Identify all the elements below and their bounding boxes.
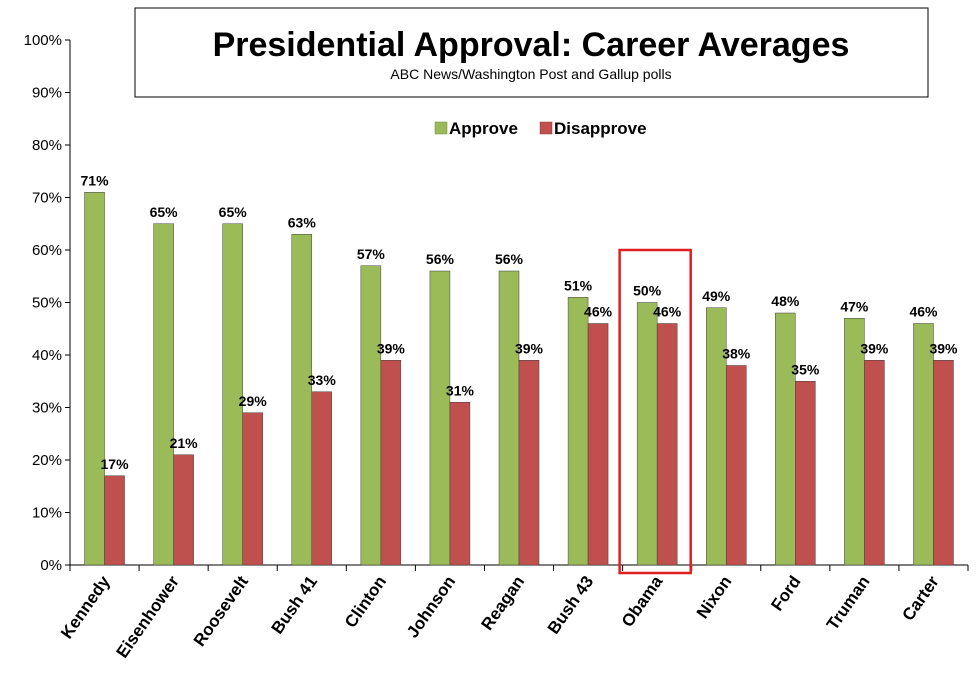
y-tick-label: 10% <box>32 505 62 522</box>
bar-disapprove <box>795 381 816 566</box>
data-label-disapprove: 33% <box>308 372 337 388</box>
x-tick-label: Ford <box>767 572 804 614</box>
legend-swatch-approve <box>434 121 448 135</box>
bar-approve <box>153 223 174 566</box>
x-tick-label: Clinton <box>341 572 390 631</box>
y-tick-label: 60% <box>32 242 62 259</box>
bar-approve <box>222 223 243 566</box>
data-label-disapprove: 46% <box>653 304 682 320</box>
bar-approve <box>498 270 520 566</box>
bar-approve <box>84 192 105 566</box>
data-labels-layer: 71% 17% 65% 21% 65% 29% 63% 33% 57% 39% 56% 31% 56% 3… <box>81 172 958 472</box>
data-label-approve: 71% <box>81 172 110 188</box>
bar-disapprove <box>933 360 954 566</box>
data-label-approve: 63% <box>288 214 317 230</box>
y-tick-label: 80% <box>32 137 62 154</box>
y-tick-label: 100% <box>24 32 62 49</box>
data-label-approve: 47% <box>840 298 869 314</box>
x-tick-label: Reagan <box>477 572 528 633</box>
data-label-disapprove: 21% <box>170 435 199 451</box>
x-tick-label: Roosevelt <box>190 572 252 650</box>
data-label-approve: 56% <box>426 251 455 267</box>
title-box: Presidential Approval: Career Averages A… <box>134 7 929 98</box>
data-label-disapprove: 29% <box>239 393 268 409</box>
y-tick-label: 0% <box>40 557 62 574</box>
title-box-frame <box>134 7 929 98</box>
bar-approve <box>429 270 451 566</box>
data-label-approve: 51% <box>564 277 593 293</box>
legend-swatch-disapprove <box>539 121 553 135</box>
data-label-approve: 46% <box>909 304 938 320</box>
bar-approve <box>360 265 382 566</box>
x-tick-label: Obama <box>618 572 667 631</box>
legend-label-disapprove: Disapprove <box>554 119 647 138</box>
data-label-approve: 65% <box>219 204 248 220</box>
y-tick-label: 90% <box>32 85 62 102</box>
data-label-approve: 57% <box>357 246 386 262</box>
bar-disapprove <box>311 391 333 566</box>
data-label-approve: 65% <box>150 204 179 220</box>
data-label-disapprove: 35% <box>791 361 820 377</box>
bar-disapprove <box>104 475 125 566</box>
data-label-approve: 56% <box>495 251 524 267</box>
x-tick-label: Johnson <box>403 572 459 641</box>
data-label-approve: 50% <box>633 283 662 299</box>
x-tick-label: Nixon <box>693 572 736 622</box>
highlight-box <box>618 248 692 575</box>
chart-subtitle: ABC News/Washington Post and Gallup poll… <box>390 66 671 82</box>
bar-approve <box>775 312 796 566</box>
bar-disapprove <box>725 365 747 566</box>
x-tick-label: Carter <box>898 572 943 624</box>
x-tick-label: Truman <box>823 572 874 633</box>
x-tick-label: Eisenhower <box>113 572 184 661</box>
x-tick-label: Bush 43 <box>544 572 598 637</box>
chart-title: Presidential Approval: Career Averages <box>213 26 850 64</box>
bar-disapprove <box>449 402 471 566</box>
data-label-disapprove: 31% <box>446 382 475 398</box>
bar-disapprove <box>173 454 194 566</box>
bar-disapprove <box>380 360 402 566</box>
y-tick-label: 20% <box>32 452 62 469</box>
data-label-disapprove: 39% <box>377 340 406 356</box>
y-tick-label: 70% <box>32 190 62 207</box>
data-label-disapprove: 38% <box>722 346 751 362</box>
data-label-approve: 49% <box>702 288 731 304</box>
y-tick-label: 40% <box>32 347 62 364</box>
x-tick-label: Bush 41 <box>268 572 322 637</box>
bars-layer <box>84 192 954 566</box>
bar-disapprove <box>587 323 609 566</box>
y-tick-label: 30% <box>32 400 62 417</box>
bar-approve <box>913 323 934 566</box>
data-label-disapprove: 39% <box>515 340 544 356</box>
data-label-disapprove: 39% <box>860 340 889 356</box>
bar-disapprove <box>656 323 678 566</box>
bar-approve <box>567 297 589 566</box>
highlight-layer <box>618 248 692 575</box>
bar-disapprove <box>518 360 540 566</box>
data-label-disapprove: 17% <box>101 456 130 472</box>
bar-disapprove <box>864 360 885 566</box>
bar-approve <box>636 302 658 566</box>
y-tick-label: 50% <box>32 295 62 312</box>
x-tick-label: Kennedy <box>57 572 114 642</box>
data-label-disapprove: 46% <box>584 304 613 320</box>
data-label-approve: 48% <box>771 293 800 309</box>
data-label-disapprove: 39% <box>929 340 958 356</box>
legend: Approve Disapprove <box>434 119 647 138</box>
bar-approve <box>291 234 313 566</box>
legend-label-approve: Approve <box>449 119 518 138</box>
bar-disapprove <box>242 412 263 566</box>
